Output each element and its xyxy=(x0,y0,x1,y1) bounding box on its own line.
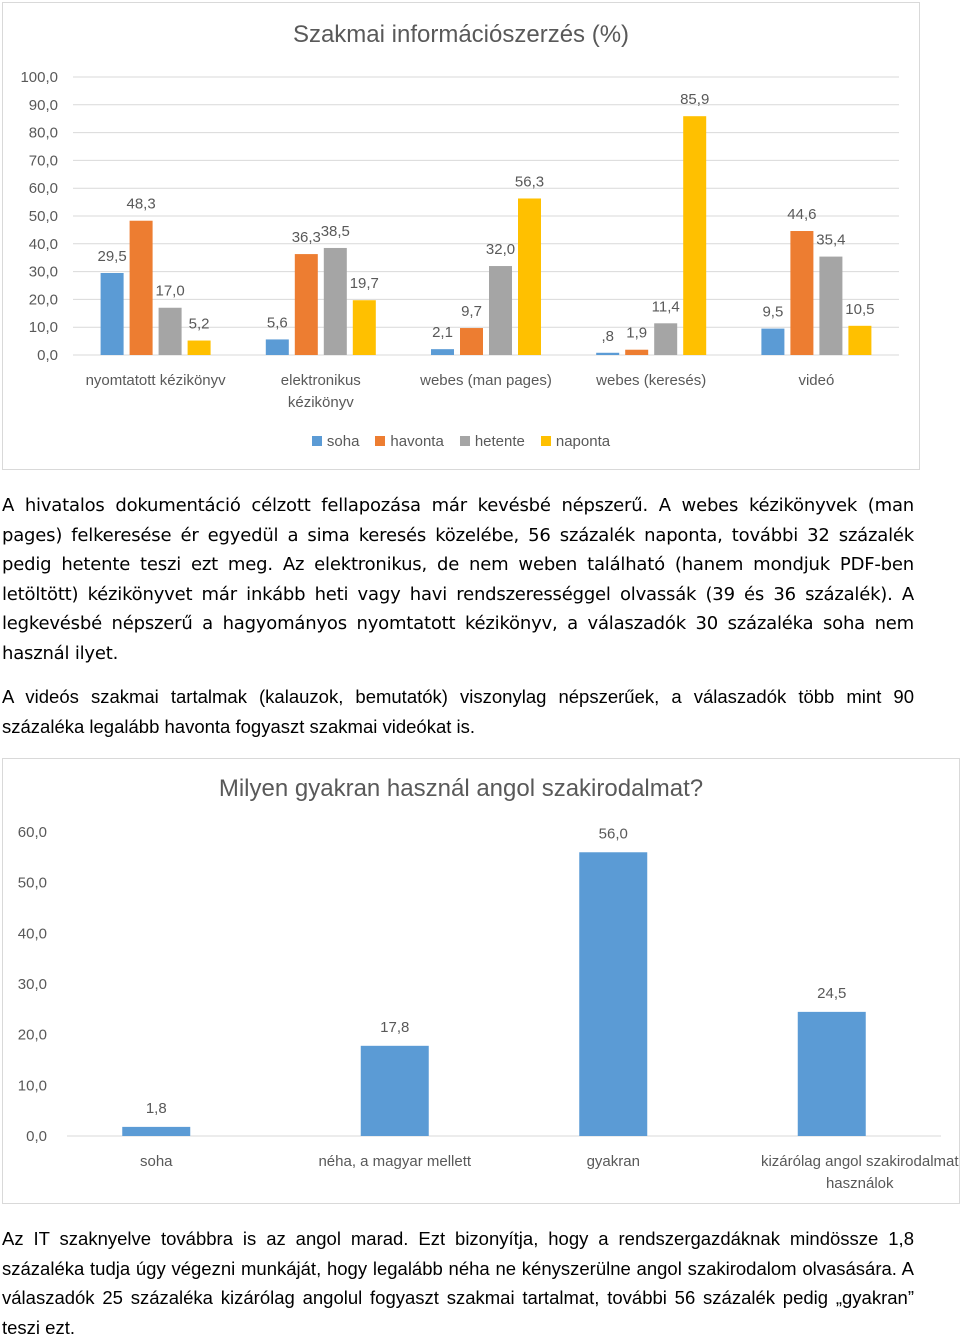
x-tick-label: webes (man pages) xyxy=(419,372,552,389)
y-tick-label: 30,0 xyxy=(18,976,47,993)
data-label: 1,8 xyxy=(146,1100,167,1117)
paragraph-videos: A videós szakmai tartalmak (kalauzok, be… xyxy=(2,686,914,737)
data-label: ,8 xyxy=(601,328,614,345)
y-tick-label: 0,0 xyxy=(37,347,58,364)
x-tick-label: használok xyxy=(826,1175,894,1192)
x-tick-label: nyomtatott kézikönyv xyxy=(86,372,227,389)
bar xyxy=(360,1045,429,1136)
data-label: 1,9 xyxy=(626,325,647,342)
data-label: 24,5 xyxy=(817,985,846,1002)
x-tick-label: soha xyxy=(140,1153,173,1170)
data-label: 5,6 xyxy=(267,314,288,331)
y-tick-label: 50,0 xyxy=(18,875,47,892)
legend-swatch xyxy=(375,436,386,446)
legend-label: soha xyxy=(326,433,360,450)
bar-havonta xyxy=(294,254,318,355)
paragraph-english: Az IT szaknyelve továbbra is az angol ma… xyxy=(2,1228,914,1338)
y-tick-label: 30,0 xyxy=(29,264,58,281)
y-tick-label: 20,0 xyxy=(29,291,58,308)
legend-swatch xyxy=(459,436,470,446)
data-label: 11,4 xyxy=(652,298,680,315)
x-tick-label: kizárólag angol szakirodalmat xyxy=(761,1153,959,1170)
x-tick-label: néha, a magyar mellett xyxy=(318,1153,471,1170)
bar-chart-svg: 0,0 10,0 20,0 30,0 40,0 50,0 60,0 1,8 soha 17,8 né… xyxy=(18,824,959,1192)
data-label: 17,0 xyxy=(155,283,184,300)
data-label: 44,6 xyxy=(787,206,816,223)
data-label: 38,5 xyxy=(321,223,350,240)
bar-havonta xyxy=(129,220,153,355)
bar-soha xyxy=(761,328,785,355)
data-label: 29,5 xyxy=(97,248,126,265)
legend-item: naponta xyxy=(540,433,611,450)
legend-item: soha xyxy=(311,433,360,450)
bar-chart-svg: 0,0 10,0 20,0 30,0 40,0 50,0 60,0 70,0 80,0 90,0 1… xyxy=(20,69,899,411)
paragraph-documentation: A hivatalos dokumentáció célzott fellapo… xyxy=(2,495,914,664)
bar-havonta xyxy=(625,349,649,355)
bar-naponta xyxy=(518,198,541,355)
bar-hetente xyxy=(158,307,182,355)
legend-label: havonta xyxy=(390,433,444,450)
bar-hetente xyxy=(654,323,678,355)
legend-item: havonta xyxy=(375,433,444,450)
y-tick-label: 40,0 xyxy=(29,236,58,253)
bar-hetente xyxy=(489,266,512,355)
legend-label: naponta xyxy=(555,433,611,450)
y-tick-label: 20,0 xyxy=(18,1027,47,1044)
bar xyxy=(122,1126,191,1136)
bar-naponta xyxy=(683,116,707,355)
x-tick-label: elektronikus xyxy=(281,372,361,389)
bar xyxy=(579,852,648,1136)
data-label: 9,7 xyxy=(461,303,482,320)
x-tick-label: kézikönyv xyxy=(288,394,354,411)
bar-naponta xyxy=(352,300,376,355)
bar-soha xyxy=(596,352,620,355)
x-tick-label: webes (keresés) xyxy=(595,372,706,389)
data-label: 32,0 xyxy=(486,241,515,258)
legend-item: hetente xyxy=(459,433,525,450)
chart-legend: soha havonta hetente naponta xyxy=(3,433,919,450)
data-label: 5,2 xyxy=(189,316,210,333)
bar-havonta xyxy=(460,328,483,355)
chart-title: Milyen gyakran használ angol szakirodalm… xyxy=(218,775,704,802)
y-tick-label: 0,0 xyxy=(26,1128,47,1145)
data-label: 56,0 xyxy=(599,825,628,842)
legend-swatch xyxy=(311,436,322,446)
bar-hetente xyxy=(323,247,347,355)
bar-havonta xyxy=(790,231,814,355)
data-label: 19,7 xyxy=(350,275,379,292)
y-tick-label: 10,0 xyxy=(29,319,58,336)
bar-hetente xyxy=(819,256,843,355)
data-label: 85,9 xyxy=(680,91,709,108)
y-tick-label: 50,0 xyxy=(29,208,58,225)
bar-soha xyxy=(100,272,124,355)
x-tick-label: gyakran xyxy=(587,1153,640,1170)
data-label: 2,1 xyxy=(432,324,453,341)
data-label: 48,3 xyxy=(126,196,155,213)
bar-naponta xyxy=(187,340,211,355)
y-tick-label: 70,0 xyxy=(29,152,58,169)
chart-english-literature: Milyen gyakran használ angol szakirodalm… xyxy=(2,758,960,1204)
bar-soha xyxy=(431,349,454,355)
y-tick-label: 10,0 xyxy=(18,1077,47,1094)
chart-title: Szakmai információszerzés (%) xyxy=(292,21,630,48)
y-tick-label: 90,0 xyxy=(29,97,58,114)
y-tick-label: 100,0 xyxy=(20,69,58,86)
chart-information-sources: Szakmai információszerzés (%) 0,0 10,0 20,… xyxy=(2,2,920,470)
x-tick-label: videó xyxy=(798,372,834,389)
bar-naponta xyxy=(848,325,872,355)
data-label: 36,3 xyxy=(292,229,321,246)
y-tick-label: 40,0 xyxy=(18,925,47,942)
data-label: 10,5 xyxy=(845,301,874,318)
data-label: 56,3 xyxy=(515,173,544,190)
bar xyxy=(797,1011,866,1136)
y-tick-label: 80,0 xyxy=(29,125,58,142)
data-label: 35,4 xyxy=(816,232,845,249)
y-tick-label: 60,0 xyxy=(18,824,47,841)
legend-swatch xyxy=(540,436,551,446)
bar-soha xyxy=(265,339,289,355)
data-label: 9,5 xyxy=(762,304,783,321)
data-label: 17,8 xyxy=(380,1019,409,1036)
y-tick-label: 60,0 xyxy=(29,180,58,197)
legend-label: hetente xyxy=(474,433,525,450)
